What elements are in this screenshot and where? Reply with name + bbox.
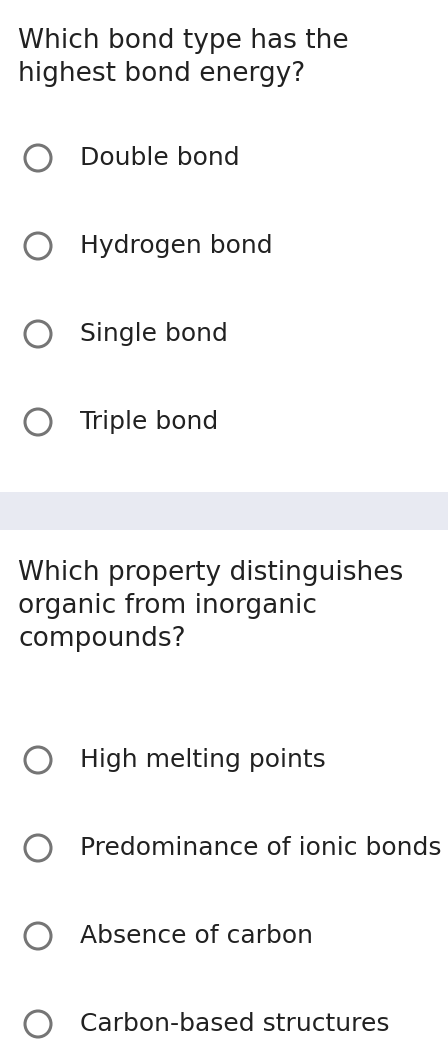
Text: Predominance of ionic bonds: Predominance of ionic bonds (80, 836, 441, 860)
Text: Triple bond: Triple bond (80, 410, 218, 434)
Text: Double bond: Double bond (80, 145, 240, 170)
Text: Single bond: Single bond (80, 322, 228, 346)
Text: Carbon-based structures: Carbon-based structures (80, 1012, 389, 1037)
Bar (0, 492, 448, 530)
Text: High melting points: High melting points (80, 748, 326, 772)
Text: Hydrogen bond: Hydrogen bond (80, 234, 273, 258)
Text: Absence of carbon: Absence of carbon (80, 924, 313, 948)
Text: Which property distinguishes
organic from inorganic
compounds?: Which property distinguishes organic fro… (18, 560, 403, 652)
Text: Which bond type has the
highest bond energy?: Which bond type has the highest bond ene… (18, 28, 349, 87)
